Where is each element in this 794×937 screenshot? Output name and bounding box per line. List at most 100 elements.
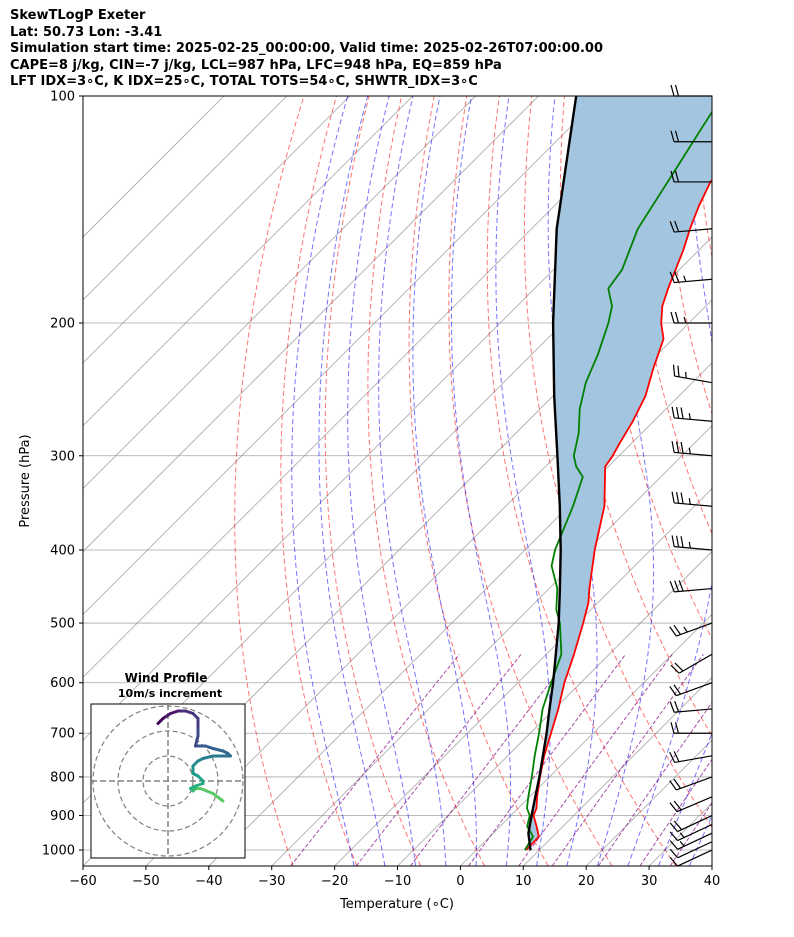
isotherm (145, 299, 712, 866)
wind-barb (669, 622, 713, 637)
mixing-ratio-line (639, 758, 712, 866)
x-tick-label: 0 (456, 874, 464, 889)
wind-barb (669, 271, 713, 284)
x-tick-label: −10 (384, 874, 411, 889)
wind-barb (669, 841, 713, 859)
plot-area (83, 96, 794, 866)
wind-barb (670, 170, 712, 183)
isotherm (83, 96, 225, 238)
mixing-ratio-line (409, 653, 572, 866)
x-tick-label: −20 (321, 874, 348, 889)
cape-shading (526, 96, 712, 850)
dry-adiabat (760, 96, 794, 866)
wind-barb (669, 776, 713, 791)
moist-adiabat (752, 96, 794, 866)
wind-barb (671, 535, 713, 551)
isotherm (334, 488, 712, 866)
wind-barb (669, 796, 713, 813)
wind-barb (670, 84, 712, 97)
y-tick-label: 700 (50, 727, 75, 742)
x-tick-label: 40 (704, 874, 721, 889)
location-line: Lat: 50.73 Lon: -3.41 (10, 24, 163, 40)
isotherm (83, 96, 351, 364)
y-tick-label: 1000 (42, 844, 75, 859)
wind-barb (669, 849, 713, 867)
isotherm (775, 96, 794, 866)
wind-barb (669, 220, 713, 233)
wind-barb (672, 364, 713, 384)
wind-barb (669, 832, 713, 850)
y-tick-label: 600 (50, 676, 75, 691)
time-line: Simulation start time: 2025-02-25_00:00:… (10, 41, 603, 56)
isotherm (83, 96, 602, 615)
dewpoint-profile (524, 110, 712, 851)
mixing-ratio-lines (290, 653, 712, 866)
dry-adiabat (694, 96, 712, 259)
wind-barb (671, 491, 713, 507)
hodograph-subtitle: 10m/s increment (118, 687, 222, 700)
dry-adiabat (367, 96, 485, 866)
x-tick-label: 20 (578, 874, 595, 889)
y-tick-label: 300 (50, 449, 75, 464)
mixing-ratio-line (597, 701, 712, 866)
y-axis: 1000 900 800 700 600 500 400 300 200 100 (42, 90, 83, 859)
x-tick-label: 10 (515, 874, 532, 889)
moist-adiabat (720, 96, 794, 866)
isotherm (523, 676, 712, 866)
hodograph-trace (156, 709, 232, 803)
moist-adiabat (347, 96, 416, 866)
dry-adiabat (523, 96, 712, 829)
hodograph-segment (199, 787, 215, 795)
wind-barb (671, 441, 713, 457)
moist-adiabat (291, 96, 355, 866)
isotherm (460, 613, 712, 866)
wind-barb (670, 653, 713, 674)
x-tick-label: −30 (258, 874, 285, 889)
hodograph-segment (156, 719, 162, 725)
isotherm (83, 96, 413, 427)
parcel-profile (527, 96, 578, 851)
hodograph-segment (211, 792, 225, 803)
wind-barb (669, 823, 713, 842)
wind-barb (669, 814, 713, 833)
dry-adiabat (234, 96, 305, 866)
moist-adiabat (318, 96, 386, 866)
y-tick-label: 400 (50, 543, 75, 558)
mixing-ratio-line (290, 653, 460, 866)
isotherm (83, 96, 476, 490)
x-tick-label: −60 (69, 874, 96, 889)
y-tick-label: 500 (50, 617, 75, 632)
dry-adiabat (408, 96, 549, 866)
hodograph-segment (211, 747, 225, 753)
hodograph-inset: Wind Profile 10m/s increment (90, 671, 246, 859)
hodograph-segment (194, 734, 200, 748)
moist-adiabat (495, 96, 551, 866)
dry-adiabat (448, 96, 613, 866)
x-axis: −60 −50 −40 −30 −20 −10 0 10 20 30 40 (69, 866, 720, 889)
indices-line-2: LFT IDX=3∘C, K IDX=25∘C, TOTAL TOTS=54∘C… (10, 74, 478, 89)
hodograph-title: Wind Profile (125, 671, 208, 685)
isotherm (208, 362, 712, 866)
wind-barb (670, 130, 712, 143)
mixing-ratio-line (355, 653, 522, 866)
x-tick-label: 30 (641, 874, 658, 889)
y-tick-label: 200 (50, 316, 75, 331)
chart-header: SkewTLogP Exeter Lat: 50.73 Lon: -3.41 S… (10, 8, 790, 91)
wind-barb (670, 311, 712, 324)
mixing-ratio-line (518, 654, 673, 866)
y-tick-label: 800 (50, 770, 75, 785)
y-tick-label: 900 (50, 809, 75, 824)
dry-adiabat (727, 96, 794, 866)
isotherm (711, 865, 712, 866)
dry-adiabat (280, 96, 358, 866)
wind-barb (671, 406, 713, 422)
y-tick-label: 100 (50, 90, 75, 105)
moist-adiabat (412, 96, 477, 866)
x-tick-label: −50 (132, 874, 159, 889)
wind-barb (669, 700, 713, 713)
isotherm (83, 96, 539, 553)
indices-line-1: CAPE=8 j/kg, CIN=-7 j/kg, LCL=987 hPa, L… (10, 57, 502, 73)
moist-adiabat (378, 96, 447, 866)
wind-barb (669, 580, 713, 593)
